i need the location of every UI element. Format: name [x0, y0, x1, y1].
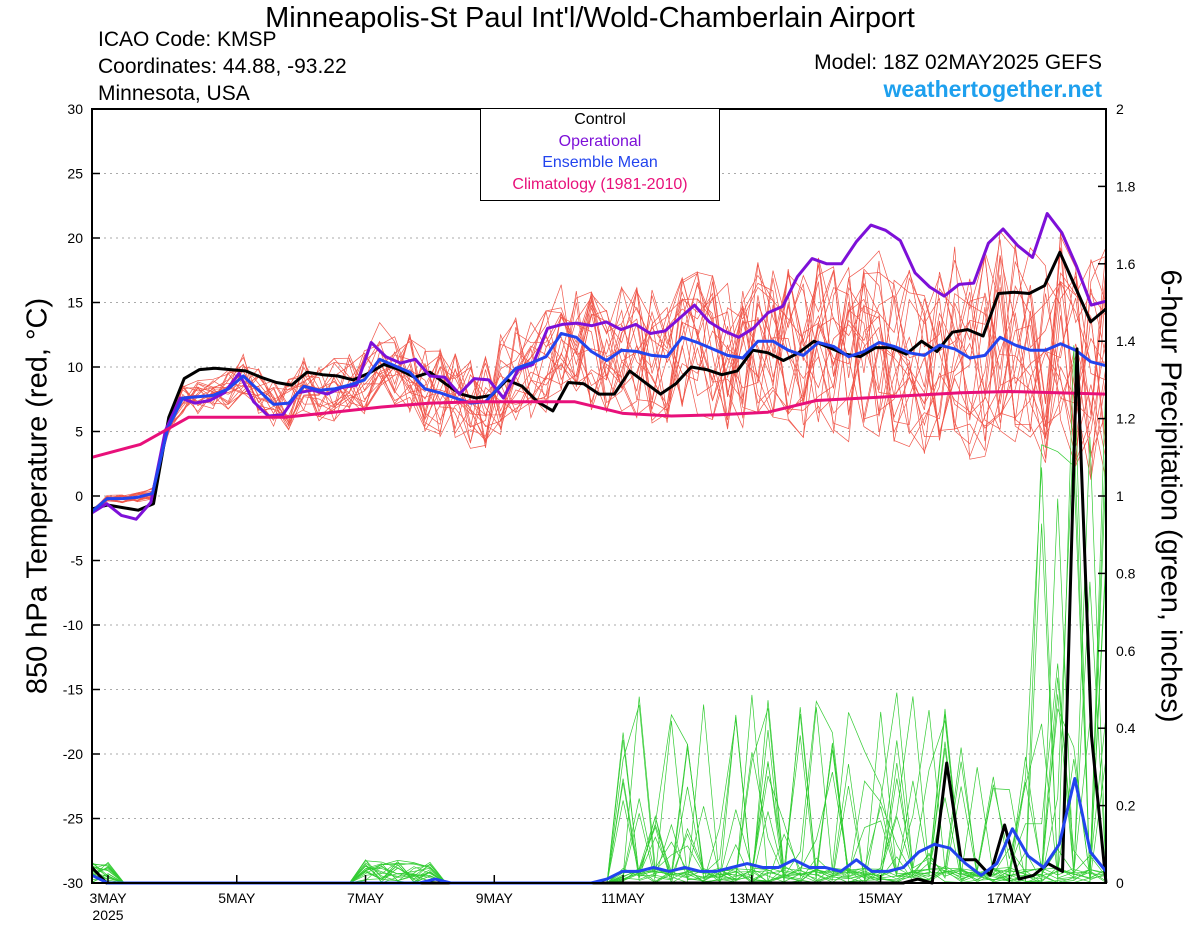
legend-climatology: Climatology (1981-2010): [512, 175, 688, 193]
site-link[interactable]: weathertogether.net: [883, 76, 1102, 102]
model-run: Model: 18Z 02MAY2025 GEFS: [814, 51, 1102, 74]
x-tick-label: 11MAY: [601, 890, 645, 906]
y2-tick-label: 1.4: [1116, 333, 1136, 349]
y2-tick-label: 1.2: [1116, 411, 1136, 427]
x-tick-label: 13MAY: [729, 890, 775, 906]
ensemble-member-temp: [91, 266, 1107, 515]
y-tick-label: 25: [67, 166, 83, 182]
y-tick-label: 5: [75, 424, 83, 440]
y2-tick-label: 2: [1116, 101, 1124, 117]
ensemble-member-precip: [91, 498, 1107, 884]
ensemble-member-temp: [91, 284, 1107, 510]
y-tick-label: 0: [75, 488, 83, 504]
y2-tick-label: 0.2: [1116, 798, 1136, 814]
y-tick-label: -30: [63, 875, 83, 891]
region: Minnesota, USA: [98, 82, 250, 105]
y-tick-label: 30: [67, 101, 83, 117]
x-tick-label: 5MAY: [218, 890, 256, 906]
y-tick-label: -20: [63, 746, 83, 762]
icao-code: ICAO Code: KMSP: [98, 28, 277, 51]
ensemble-member-temp: [91, 239, 1107, 512]
precip-mean: [91, 777, 1108, 885]
ensemble-member-precip: [91, 581, 1107, 884]
y-tick-label: -5: [71, 553, 84, 569]
x-tick-sublabel: 2025: [92, 907, 123, 923]
ensemble-member-precip: [91, 696, 1107, 884]
y-tick-label: -25: [63, 811, 83, 827]
series-control: [91, 250, 1107, 512]
ensemble-member-precip: [91, 694, 1107, 884]
y-tick-label: 10: [67, 359, 83, 375]
y-tick-label: 15: [67, 295, 83, 311]
y2-tick-label: 0: [1116, 875, 1124, 891]
x-tick-label: 3MAY: [89, 890, 127, 906]
ensemble-member-temp: [91, 246, 1107, 511]
ensemble-member-temp: [91, 230, 1107, 513]
y2-tick-label: 0.8: [1116, 565, 1136, 581]
ensemble-member-precip: [91, 694, 1107, 884]
y2-tick-label: 1.6: [1116, 256, 1136, 272]
x-tick-label: 9MAY: [476, 890, 514, 906]
y-tick-label: -15: [63, 682, 83, 698]
series-mean: [91, 332, 1107, 513]
y2-tick-label: 0.6: [1116, 643, 1136, 659]
y2-tick-label: 1: [1116, 488, 1124, 504]
ensemble-member-temp: [91, 230, 1107, 514]
y-tick-label: -10: [63, 617, 83, 633]
chart-title: Minneapolis-St Paul Int'l/Wold-Chamberla…: [265, 2, 915, 34]
ensemble-member-temp: [91, 251, 1107, 512]
x-tick-label: 17MAY: [987, 890, 1033, 906]
y2-tick-label: 0.4: [1116, 720, 1136, 736]
coordinates: Coordinates: 44.88, -93.22: [98, 55, 347, 78]
legend-ensemble-mean: Ensemble Mean: [542, 154, 658, 171]
series-operational: [91, 212, 1107, 521]
ensemble-member-temp: [91, 257, 1107, 514]
plot-frame: [91, 108, 1107, 884]
legend: Control Operational Ensemble Mean Climat…: [480, 108, 720, 201]
x-tick-label: 15MAY: [858, 890, 904, 906]
x-tick-label: 7MAY: [347, 890, 385, 906]
y-tick-label: 20: [67, 230, 83, 246]
ensemble-member-precip: [91, 554, 1107, 884]
legend-control: Control: [574, 111, 626, 128]
legend-operational: Operational: [558, 132, 642, 150]
y2-tick-label: 1.8: [1116, 178, 1136, 194]
series-climatology: [91, 390, 1107, 459]
ensemble-member-precip: [91, 700, 1107, 884]
